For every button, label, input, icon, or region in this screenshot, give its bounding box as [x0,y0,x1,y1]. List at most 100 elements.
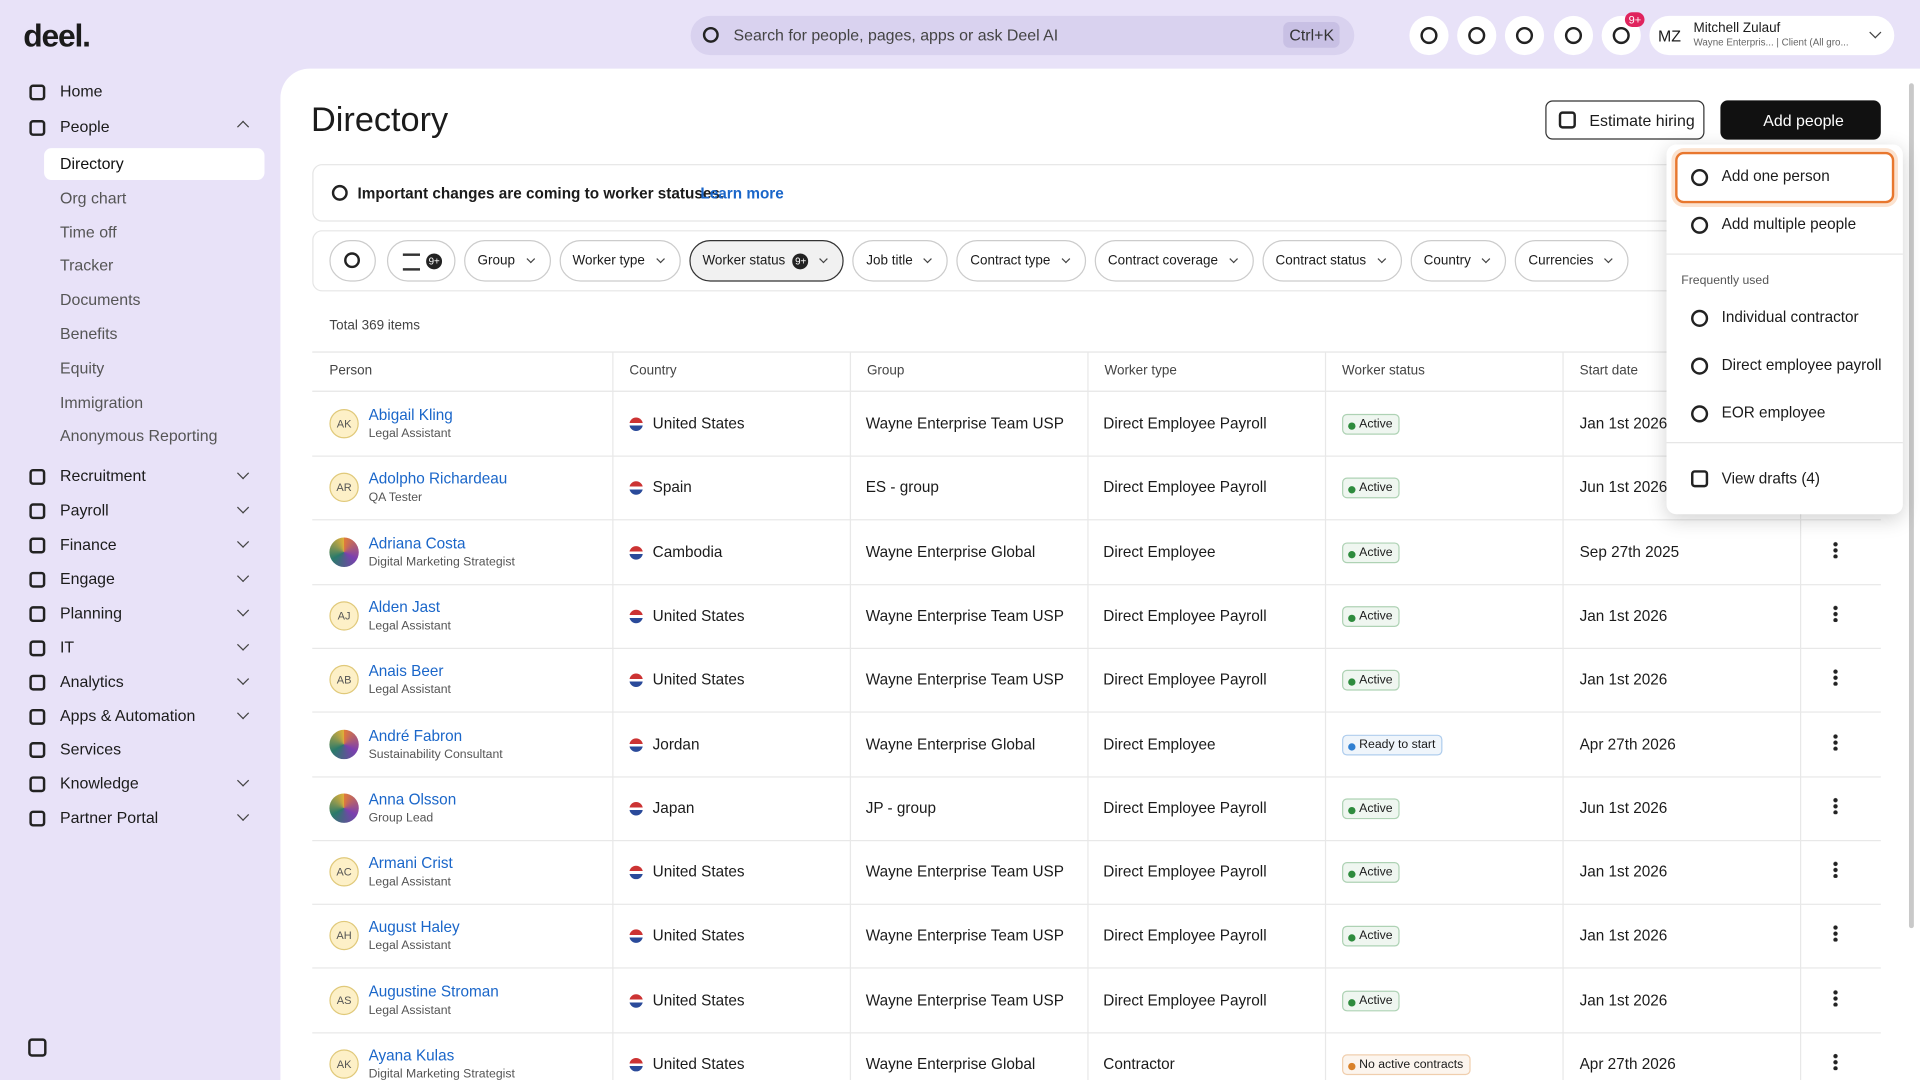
chevron [1377,254,1386,264]
row-actions[interactable] [1833,732,1838,751]
group: Wayne Enterprise Team USP [865,863,1064,881]
group: Wayne Enterprise Team USP [865,991,1064,1009]
top-icon-button[interactable] [1409,15,1449,56]
row-actions[interactable] [1833,796,1838,815]
status-dot [1348,678,1356,686]
add-people-button[interactable]: Add people [1720,100,1881,140]
nav-item[interactable]: People [60,117,110,136]
chevron [1869,26,1882,39]
nav-item[interactable]: Home [60,82,103,101]
column-header: Start date [1579,363,1639,379]
icon [29,810,46,827]
column-divider [1562,351,1564,1080]
person-role: QA Tester [368,491,423,505]
nav-subitem[interactable]: Tracker [60,256,114,275]
nav-subitem[interactable]: Anonymous Reporting [60,426,218,445]
row-actions[interactable] [1833,924,1838,943]
filter-pill[interactable]: Worker status 9+ [688,240,845,282]
icon [331,184,348,201]
icon [1515,26,1534,45]
person-name[interactable]: Adriana Costa [368,534,466,552]
nav-subitem[interactable]: Immigration [60,392,144,411]
avatar-initials: AK [336,1057,352,1071]
menu-item[interactable]: Direct employee payroll [1721,356,1882,374]
row-actions[interactable] [1833,668,1838,686]
row-actions[interactable] [1833,860,1838,879]
row-actions[interactable] [1833,1053,1838,1071]
row-divider [312,711,1881,713]
chevron [923,254,933,264]
nav-item[interactable]: Analytics [60,671,124,691]
logo[interactable]: deel. [23,17,91,54]
person-name[interactable]: Abigail Kling [368,406,453,424]
filter-pill[interactable]: Contract type [956,240,1086,282]
avatar: AR [329,473,359,503]
person-role: Legal Assistant [368,1003,451,1018]
nav-subitem[interactable]: Documents [60,290,141,309]
status-tag: Active [1342,413,1400,435]
worker-type: Direct Employee Payroll [1103,479,1267,497]
flag [629,673,643,688]
icon [29,742,46,759]
person-name[interactable]: André Fabron [368,726,463,744]
row-actions[interactable] [1833,989,1838,1007]
filter-button[interactable]: 9+ [386,240,456,282]
filter-pill[interactable]: Job title [852,240,949,282]
nav-subitem[interactable]: Equity [60,358,105,377]
nav-subitem[interactable]: Directory [60,154,124,173]
menu-item[interactable]: Add one person [1721,167,1830,185]
person-name[interactable]: Adolpho Richardeau [368,470,508,488]
user-menu[interactable]: MZ Mitchell Zulauf Wayne Enterpris... | Cl… [1649,15,1895,56]
column-header: Person [329,363,373,379]
status-dot [1348,806,1356,815]
banner-link[interactable]: Learn more [700,184,784,203]
nav-item[interactable]: Payroll [60,500,109,520]
person-name[interactable]: August Haley [368,918,460,936]
person-name[interactable]: Anna Olsson [368,790,457,808]
estimate-button[interactable]: Estimate hiring [1545,100,1705,140]
person-name[interactable]: Augustine Stroman [368,982,499,1001]
start-date: Apr 27th 2026 [1579,1055,1676,1073]
avatar: AJ [329,601,359,631]
menu-item[interactable]: EOR employee [1721,404,1826,422]
notification-badge: 9+ [1624,12,1645,27]
row-actions[interactable] [1833,604,1838,622]
search-box[interactable]: Search for people, pages, apps or ask De… [690,15,1355,56]
nav-subitem[interactable]: Time off [60,222,117,241]
nav-subitem[interactable]: Org chart [60,188,127,207]
nav-item[interactable]: Planning [60,603,122,622]
filter-pill[interactable]: Worker type [559,240,681,282]
column-divider [849,351,852,1080]
person-name[interactable]: Anais Beer [368,662,444,680]
menu-item[interactable]: View drafts (4) [1721,470,1821,488]
icon [29,571,46,588]
person-name[interactable]: Armani Crist [368,854,453,872]
person-name[interactable]: Alden Jast [368,598,441,616]
icon [29,640,46,656]
filter-pill[interactable]: Currencies [1514,240,1630,282]
nav-subitem[interactable]: Benefits [60,324,118,343]
nav-item[interactable]: Recruitment [60,466,146,486]
nav-item[interactable]: IT [60,637,75,656]
filter-pill[interactable]: Contract coverage [1094,240,1254,282]
row-divider [312,583,1881,585]
top-icon-button[interactable] [1553,15,1594,56]
menu-item[interactable]: Add multiple people [1721,215,1857,233]
search-button[interactable] [329,240,376,282]
nav-item[interactable]: Finance [60,535,117,554]
row-actions[interactable] [1833,540,1838,558]
nav-item[interactable]: Apps & Automation [60,705,196,725]
nav-item[interactable]: Partner Portal [60,808,159,827]
top-icon-button[interactable] [1457,15,1497,56]
icon [1691,309,1709,327]
menu-item[interactable]: Individual contractor [1721,308,1859,326]
nav-item[interactable]: Services [60,740,122,759]
filter-pill[interactable]: Group [464,240,551,282]
nav-item[interactable]: Engage [60,569,115,588]
filter-pill[interactable]: Country [1410,240,1507,282]
person-name[interactable]: Ayana Kulas [368,1046,455,1065]
top-icon-button[interactable] [1504,15,1545,56]
search-placeholder: Search for people, pages, apps or ask De… [733,25,1059,45]
filter-pill[interactable]: Contract status [1262,240,1402,282]
nav-item[interactable]: Knowledge [60,774,139,793]
